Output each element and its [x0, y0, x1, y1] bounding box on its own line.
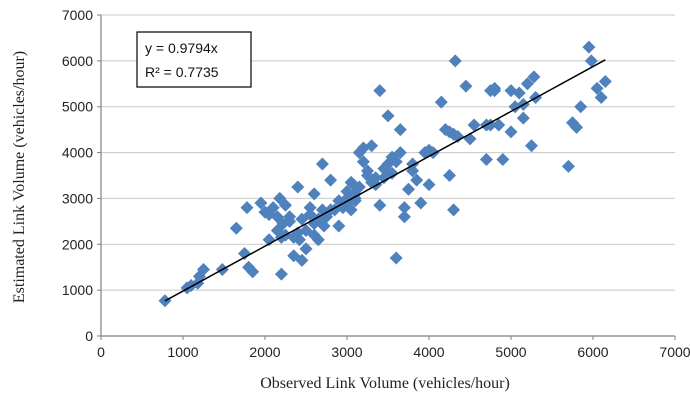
data-point [393, 146, 407, 160]
data-point [287, 230, 301, 244]
y-tick-label: 7000 [62, 7, 93, 23]
data-point [270, 210, 284, 224]
y-axis-title: Estimated Link Volume (vehicles/hour) [11, 51, 28, 303]
data-point [443, 125, 456, 139]
data-point [492, 118, 506, 132]
equation-label: y = 0.9794x [145, 40, 218, 56]
data-point [393, 123, 407, 137]
x-tick-label: 2000 [249, 344, 280, 360]
data-point [373, 198, 387, 212]
data-point [324, 173, 338, 187]
data-point [443, 169, 456, 182]
data-point [570, 120, 584, 134]
x-tick-label: 4000 [413, 344, 444, 360]
data-point [303, 201, 317, 215]
equation-box: y = 0.9794x R² = 0.7735 [136, 31, 252, 88]
data-point [291, 180, 305, 194]
x-tick-label: 7000 [659, 344, 690, 360]
data-point [598, 74, 612, 88]
data-point [389, 251, 403, 265]
data-point [369, 171, 383, 185]
x-tick-label: 1000 [167, 344, 198, 360]
data-point [365, 139, 379, 153]
data-point [422, 143, 436, 157]
data-point [254, 196, 268, 210]
data-point [447, 203, 461, 217]
data-point [283, 214, 297, 228]
data-point [240, 201, 254, 215]
data-point [315, 157, 329, 171]
data-point [307, 228, 321, 242]
data-point [422, 178, 436, 192]
data-point [295, 253, 309, 267]
data-point [527, 70, 541, 84]
data-point [397, 210, 411, 224]
data-point [561, 159, 575, 173]
data-point [584, 54, 598, 68]
data-point [238, 246, 251, 260]
data-point [520, 77, 534, 91]
data-point [352, 180, 366, 194]
y-tick-label: 1000 [62, 282, 93, 298]
x-tick-label: 6000 [577, 344, 608, 360]
data-point [459, 79, 473, 93]
axes [97, 14, 676, 340]
trendline [164, 59, 606, 302]
data-point [467, 118, 481, 132]
data-point [332, 219, 346, 233]
data-point [448, 54, 462, 68]
data-point [590, 81, 604, 95]
data-point [410, 173, 424, 187]
y-tick-label: 4000 [62, 145, 93, 161]
data-point [356, 155, 370, 169]
data-point [582, 40, 596, 54]
data-point [361, 164, 374, 178]
data-point [434, 95, 448, 109]
data-point [414, 196, 428, 210]
tick-labels: 0 1000 2000 3000 4000 5000 6000 7000 0 1000 2000 30… [62, 7, 690, 360]
data-point [389, 155, 403, 169]
y-tick-label: 5000 [62, 99, 93, 115]
y-tick-label: 3000 [62, 190, 93, 206]
y-tick-label: 0 [85, 328, 93, 344]
trendline-group [164, 59, 606, 302]
y-tick-label: 6000 [62, 53, 93, 69]
data-point [373, 84, 387, 98]
data-point [504, 125, 518, 139]
data-point [594, 91, 608, 105]
x-tick-label: 5000 [495, 344, 526, 360]
x-tick-label: 0 [97, 344, 105, 360]
data-point [484, 118, 497, 132]
data-point [381, 109, 395, 123]
data-point [397, 201, 411, 215]
data-point [229, 221, 243, 235]
data-point [246, 265, 260, 279]
y-tick-label: 2000 [62, 236, 93, 252]
data-point [525, 139, 538, 153]
x-axis-title: Observed Link Volume (vehicles/hour) [260, 375, 510, 392]
data-point [274, 267, 288, 281]
data-point [479, 152, 493, 166]
data-point [279, 198, 292, 212]
data-point [574, 100, 588, 114]
data-point [516, 111, 530, 125]
r-squared-label: R² = 0.7735 [145, 64, 219, 80]
data-point [299, 242, 313, 256]
data-point [402, 182, 415, 196]
data-point [197, 263, 210, 277]
x-tick-label: 3000 [331, 344, 362, 360]
data-point [488, 84, 502, 98]
data-point [504, 84, 518, 98]
data-point [385, 166, 399, 180]
data-point [496, 152, 510, 166]
data-point [307, 187, 321, 201]
